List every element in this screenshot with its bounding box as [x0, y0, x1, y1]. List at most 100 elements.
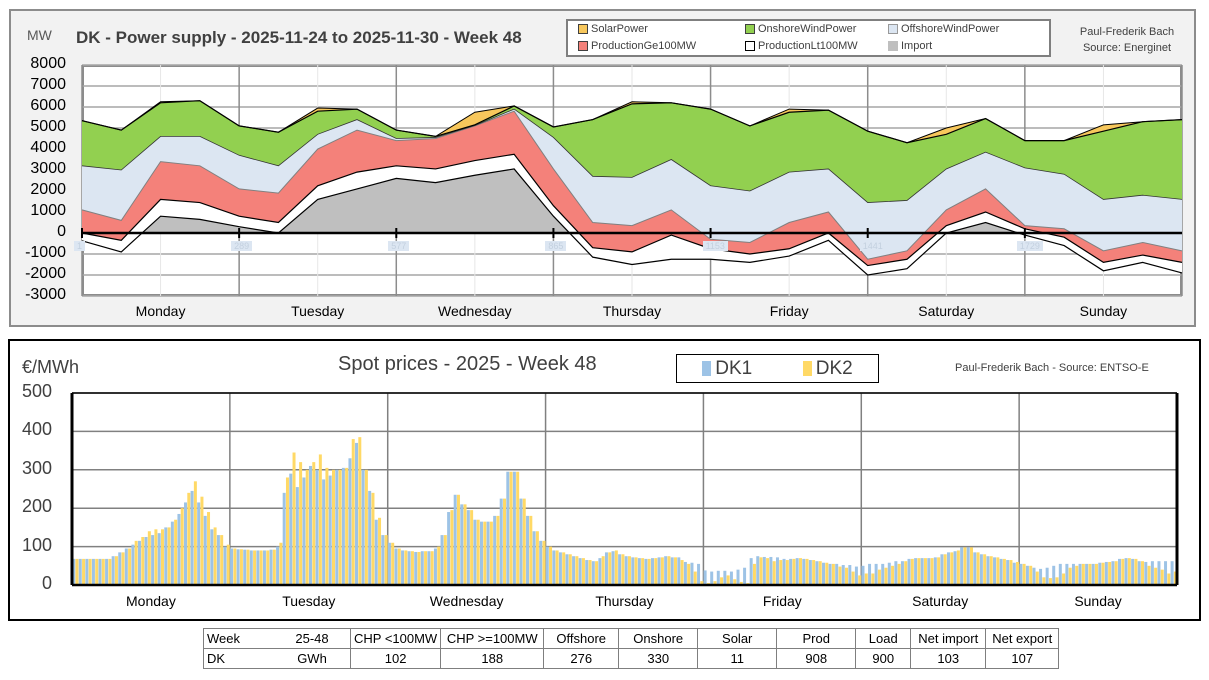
dk2-price-bar	[292, 452, 296, 585]
y-tick-label: 300	[21, 457, 52, 478]
dk2-price-bar	[884, 567, 888, 585]
day-label: Sunday	[1074, 593, 1122, 609]
dk1-price-bar	[532, 531, 536, 585]
dk1-price-bar	[670, 557, 674, 585]
legend-label: DK2	[815, 357, 853, 379]
dk1-price-bar	[657, 557, 661, 585]
dk1-price-bar	[466, 510, 470, 585]
dk1-price-bar	[519, 498, 523, 585]
dk2-price-bar	[766, 558, 770, 585]
dk2-price-bar	[1127, 558, 1131, 585]
dk2-price-bar	[1029, 565, 1033, 585]
dk2-price-bar	[1147, 565, 1151, 585]
dk2-price-bar	[318, 454, 322, 585]
dk2-price-bar	[351, 439, 355, 585]
dk1-price-bar	[545, 546, 549, 585]
dk2-price-bar	[595, 561, 599, 585]
legend-swatch	[745, 24, 755, 34]
dk2-price-bar	[805, 558, 809, 585]
dk2-price-bar	[1048, 578, 1052, 585]
dk2-price-bar	[404, 550, 408, 585]
dk1-price-bar	[144, 537, 148, 585]
dk2-price-bar	[101, 558, 105, 585]
dk1-price-bar	[401, 550, 405, 585]
dk1-price-bar	[473, 519, 477, 585]
dk2-price-bar	[555, 550, 559, 585]
day-label: Monday	[135, 303, 186, 319]
legend-swatch	[578, 24, 588, 34]
dk1-price-bar	[223, 546, 227, 585]
dk1-price-bar	[1144, 561, 1148, 585]
dk2-price-bar	[147, 531, 151, 585]
dk1-price-bar	[308, 465, 312, 585]
dk2-price-bar	[680, 560, 684, 585]
dk2-price-bar	[443, 535, 447, 585]
dk2-price-bar	[312, 462, 316, 585]
dk1-price-bar	[1150, 561, 1154, 585]
dk1-price-bar	[874, 563, 878, 585]
dk2-price-bar	[200, 496, 204, 585]
dk2-price-bar	[950, 552, 954, 585]
dk1-price-bar	[137, 540, 141, 585]
dk1-price-bar	[736, 569, 740, 585]
dk2-price-bar	[253, 550, 257, 585]
dk2-price-bar	[983, 554, 987, 585]
table-cell: 276	[543, 648, 620, 669]
dk2-price-bar	[1035, 571, 1039, 585]
dk2-price-bar	[325, 467, 329, 585]
legend-label: ProductionGe100MW	[591, 40, 697, 52]
dk2-price-bar	[108, 558, 112, 585]
dk1-price-bar	[479, 521, 483, 585]
dk2-price-bar	[614, 550, 618, 585]
dk1-price-bar	[407, 551, 411, 585]
dk2-price-bar	[825, 562, 829, 585]
price-bar-chart	[70, 392, 1179, 587]
dk2-price-bar	[1042, 577, 1046, 585]
dk1-price-bar	[920, 558, 924, 585]
x-tick-label: 865	[545, 241, 567, 251]
table-cell: 188	[440, 648, 545, 669]
import-line	[81, 168, 1183, 276]
dk1-price-bar	[651, 558, 654, 585]
dk2-price-bar	[634, 557, 638, 585]
dk2-price-bar	[417, 551, 421, 585]
dk1-price-bar	[433, 548, 437, 585]
dk2-price-bar	[779, 560, 783, 585]
dk1-price-bar	[591, 561, 595, 585]
dk2-price-bar	[739, 581, 743, 585]
dk2-price-bar	[956, 550, 960, 585]
dk1-price-bar	[1058, 563, 1062, 585]
price-y-unit: €/MWh	[22, 357, 80, 377]
dk2-price-bar	[95, 558, 99, 585]
dk2-price-bar	[463, 504, 467, 585]
dk2-price-bar	[437, 546, 441, 585]
dk2-price-bar	[1108, 561, 1112, 585]
dk1-price-bar	[322, 479, 326, 585]
dk2-price-bar	[549, 546, 553, 585]
dk1-price-bar	[762, 556, 766, 585]
y-tick-label: 0	[41, 573, 52, 593]
dk1-price-bar	[611, 551, 615, 585]
y-tick-label: 200	[21, 496, 52, 517]
dk1-price-bar	[690, 562, 694, 585]
dk1-price-bar	[789, 558, 793, 585]
y-tick-label: -1000	[25, 244, 66, 261]
dk1-price-bar	[236, 549, 240, 585]
dk2-price-bar	[470, 510, 474, 585]
dk1-price-bar	[170, 521, 174, 585]
dk1-price-bar	[177, 513, 181, 585]
dk1-price-bar	[933, 557, 937, 585]
table-cell: Net export	[985, 628, 1060, 649]
dk1-price-bar	[197, 502, 201, 585]
dk1-price-bar	[447, 512, 451, 585]
table-cell: 908	[776, 648, 857, 669]
x-tick-label: 289	[231, 241, 253, 251]
table-cell: Week	[203, 628, 274, 649]
dk1-price-bar	[743, 567, 747, 585]
dk2-price-bar	[891, 565, 895, 585]
dk2-price-bar	[207, 512, 211, 585]
dk1-price-bar	[282, 492, 286, 585]
dk1-price-bar	[848, 565, 852, 585]
dk2-price-bar	[608, 552, 612, 585]
dk2-price-bar	[483, 521, 487, 585]
